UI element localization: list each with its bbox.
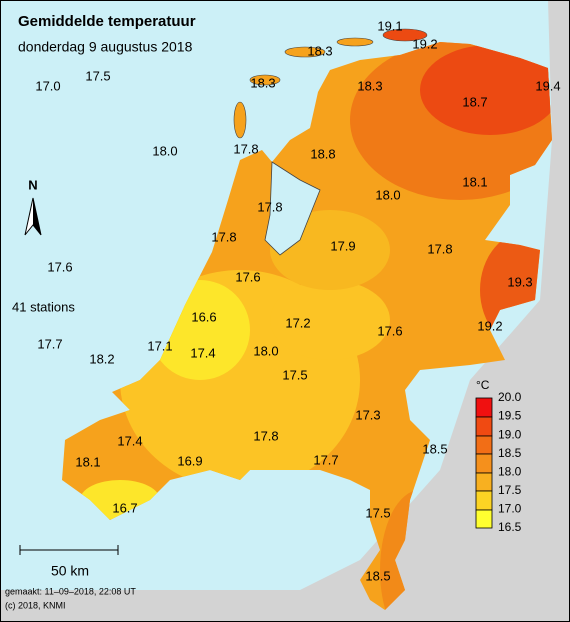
compass: N [24, 177, 42, 236]
legend-tick-label: 16.5 [498, 520, 522, 534]
legend-tick-label: 18.5 [498, 446, 522, 460]
station-value: 19.4 [535, 78, 560, 93]
station-value: 18.0 [152, 143, 177, 158]
title: Gemiddelde temperatuur [18, 13, 196, 30]
legend-unit: °C [476, 378, 490, 392]
station-value: 18.0 [253, 343, 278, 358]
station-value: 17.8 [257, 199, 282, 214]
station-value: 17.8 [253, 428, 278, 443]
station-value: 18.3 [307, 43, 332, 58]
station-value: 17.5 [365, 505, 390, 520]
station-value: 19.3 [507, 274, 532, 289]
station-value: 17.0 [35, 78, 60, 93]
station-value: 17.4 [190, 345, 215, 360]
station-value: 19.1 [377, 18, 402, 33]
station-value: 18.3 [357, 78, 382, 93]
station-value: 18.0 [375, 187, 400, 202]
station-value: 17.4 [117, 433, 142, 448]
station-value: 17.3 [355, 407, 380, 422]
legend-tick-label: 17.5 [498, 483, 522, 497]
legend [475, 397, 493, 529]
station-value: 16.7 [112, 500, 137, 515]
station-value: 17.8 [427, 241, 452, 256]
station-value: 18.7 [462, 94, 487, 109]
north-label: N [28, 177, 37, 192]
footer-line: gemaakt: 11–09–2018, 22:08 UT [5, 586, 136, 596]
station-value: 17.5 [85, 68, 110, 83]
station-value: 17.2 [285, 315, 310, 330]
station-value: 19.2 [412, 36, 437, 51]
station-value: 18.3 [250, 75, 275, 90]
legend-tick-label: 19.0 [498, 427, 522, 441]
station-value: 17.9 [330, 238, 355, 253]
legend-tick-label: 17.0 [498, 502, 522, 516]
station-value: 17.7 [313, 452, 338, 467]
station-value: 17.7 [37, 336, 62, 351]
subtitle: donderdag 9 augustus 2018 [18, 39, 193, 55]
station-value: 16.9 [177, 453, 202, 468]
ijsselmeer [264, 161, 321, 256]
station-value: 17.8 [233, 141, 258, 156]
legend-tick-label: 20.0 [498, 390, 522, 404]
station-value: 18.1 [75, 454, 100, 469]
station-value: 18.1 [462, 174, 487, 189]
station-value: 17.6 [235, 269, 260, 284]
station-value: 18.5 [365, 568, 390, 583]
scale-label: 50 km [51, 563, 89, 579]
station-value: 17.1 [147, 338, 172, 353]
station-value: 17.5 [282, 367, 307, 382]
station-value: 18.2 [89, 351, 114, 366]
legend-tick-label: 18.0 [498, 464, 522, 478]
scale-bar [19, 545, 119, 555]
station-count: 41 stations [12, 299, 75, 314]
wadden-islands [233, 28, 428, 139]
station-value: 17.8 [211, 229, 236, 244]
station-value: 18.5 [422, 441, 447, 456]
station-value: 16.6 [191, 309, 216, 324]
footer-line: (c) 2018, KNMI [5, 600, 66, 610]
station-value: 17.6 [47, 259, 72, 274]
station-value: 19.2 [477, 318, 502, 333]
legend-tick-label: 19.5 [498, 409, 522, 423]
station-value: 18.8 [310, 146, 335, 161]
station-value: 17.6 [377, 323, 402, 338]
